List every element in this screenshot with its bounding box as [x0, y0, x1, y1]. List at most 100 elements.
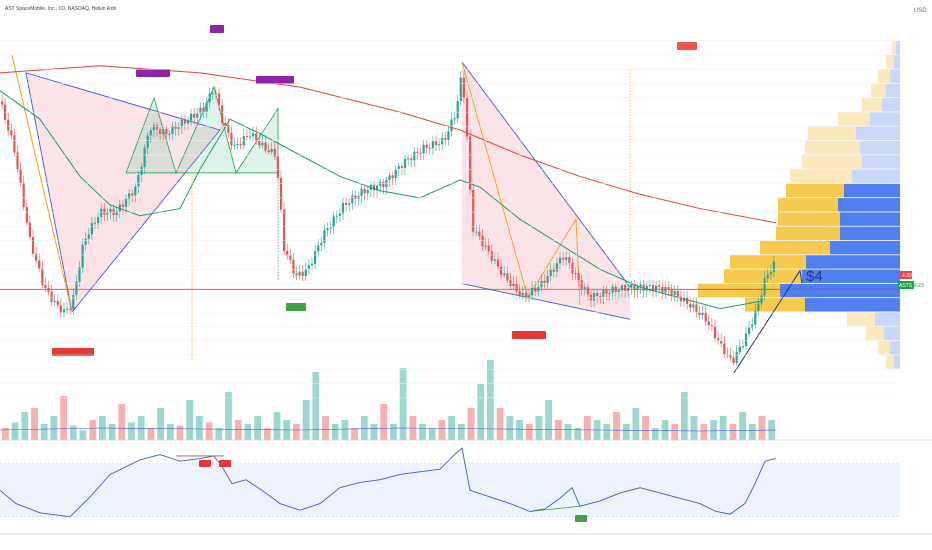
- volume-profile-down-bar: [875, 312, 900, 326]
- volume-bar: [176, 425, 184, 440]
- candle-body: [639, 284, 642, 287]
- candle-body: [81, 244, 84, 268]
- rsi-annotation-box: [199, 460, 211, 467]
- volume-profile-down-bar: [886, 83, 900, 98]
- volume-profile-up-bar: [871, 83, 886, 98]
- candle-body: [741, 346, 744, 348]
- volume-profile-up-bar: [786, 183, 844, 198]
- volume-bar: [205, 422, 213, 440]
- candle-body: [400, 166, 403, 168]
- candle-body: [503, 273, 506, 276]
- wedge-upper-line: [461, 61, 631, 288]
- volume-profile-up-bar: [760, 240, 830, 255]
- candle-body: [493, 259, 496, 261]
- candle-body: [751, 324, 754, 328]
- volume-profile-down-bar: [840, 212, 900, 226]
- volume-bar: [31, 408, 38, 440]
- candle-body: [50, 291, 53, 303]
- volume-bar: [545, 400, 552, 440]
- candle-body: [549, 269, 552, 277]
- volume-bar: [254, 416, 261, 440]
- candlestick-series: [0, 71, 775, 366]
- axes: [0, 40, 932, 535]
- volume-bar: [399, 368, 407, 440]
- price-annotation-text: $4: [806, 268, 823, 285]
- candle-body: [534, 287, 537, 292]
- volume-bar: [2, 428, 9, 440]
- candle-body: [155, 125, 159, 130]
- volume-profile-down-bar: [870, 112, 900, 126]
- candle-body: [379, 182, 382, 186]
- candle-body: [97, 217, 100, 223]
- candle-body: [438, 144, 441, 146]
- volume-profile-down-bar: [860, 140, 900, 155]
- candle-body: [310, 263, 314, 266]
- candle-body: [38, 260, 41, 269]
- candle-body: [531, 287, 534, 296]
- candle-body: [661, 286, 664, 293]
- candle-body: [723, 343, 726, 355]
- volume-bar: [632, 408, 640, 440]
- candle-body: [217, 93, 221, 106]
- volume-profile-up-bar: [878, 69, 890, 83]
- candle-body: [90, 223, 93, 235]
- candle-body: [388, 175, 391, 180]
- candle-body: [720, 340, 723, 344]
- volume-profile-down-bar: [806, 255, 900, 269]
- volume-bar: [739, 412, 746, 440]
- candle-body: [580, 280, 583, 289]
- candle-body: [416, 151, 419, 153]
- volume-bar: [622, 424, 630, 440]
- pattern-label-box: [512, 331, 546, 339]
- candle-body: [565, 257, 568, 260]
- candle-body: [760, 295, 763, 304]
- candle-body: [453, 118, 456, 120]
- candle-body: [422, 144, 425, 154]
- candle-body: [599, 296, 602, 298]
- candle-body: [326, 228, 329, 231]
- candle-body: [648, 285, 651, 287]
- candle-body: [270, 148, 273, 153]
- chart-title: AST SpaceMobile, Inc., 1D, NASDAQ, Heiki…: [5, 6, 116, 12]
- candle-body: [66, 308, 69, 310]
- rsi-line: [0, 447, 777, 518]
- candle-body: [190, 113, 193, 121]
- candle-body: [475, 231, 478, 233]
- volume-bar: [137, 416, 145, 440]
- rsi-annotation-box: [575, 515, 587, 522]
- candle-body: [748, 327, 751, 334]
- pattern-label-box: [677, 42, 697, 50]
- volume-bar: [477, 384, 485, 440]
- rsi-panel: [0, 447, 900, 522]
- candle-body: [407, 158, 410, 160]
- candle-body: [434, 141, 438, 146]
- volume-bar: [118, 404, 126, 440]
- volume-profile-up-bar: [778, 212, 840, 226]
- candle-body: [583, 287, 586, 289]
- volume-bar: [244, 424, 252, 440]
- candle-body: [651, 285, 655, 291]
- candle-body: [512, 283, 515, 286]
- candle-body: [735, 352, 738, 363]
- candle-body: [524, 293, 527, 299]
- last-price-label: 4.33: [902, 273, 912, 279]
- candle-body: [41, 268, 44, 285]
- volume-profile-up-bar: [730, 255, 806, 269]
- candle-body: [56, 301, 59, 306]
- volume-bar: [273, 412, 281, 440]
- candle-body: [146, 135, 149, 148]
- volume-bar: [525, 424, 533, 440]
- candle-body: [10, 130, 13, 136]
- candle-body: [465, 98, 469, 137]
- candle-body: [744, 333, 748, 347]
- candle-body: [0, 101, 4, 105]
- pattern-label-box: [286, 303, 306, 311]
- candle-body: [292, 259, 295, 274]
- candle-body: [264, 142, 267, 151]
- candle-body: [372, 185, 376, 191]
- candle-body: [527, 295, 531, 299]
- volume-bar: [263, 428, 271, 440]
- candle-body: [496, 259, 500, 267]
- volume-profile-up-bar: [847, 312, 875, 326]
